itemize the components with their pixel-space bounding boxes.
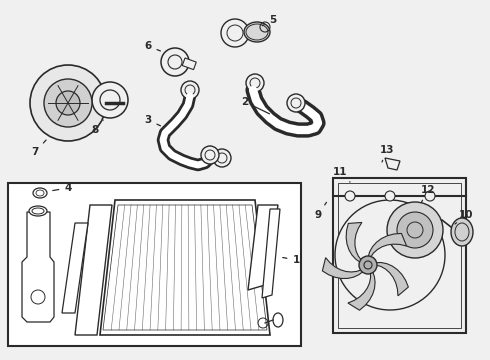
Polygon shape: [322, 258, 363, 279]
Ellipse shape: [33, 188, 47, 198]
Polygon shape: [368, 233, 407, 257]
Polygon shape: [262, 209, 280, 298]
Circle shape: [246, 74, 264, 92]
Bar: [333, 178, 466, 333]
Text: 2: 2: [242, 97, 270, 114]
Polygon shape: [248, 205, 278, 290]
Circle shape: [335, 200, 445, 310]
Circle shape: [345, 191, 355, 201]
Circle shape: [161, 48, 189, 76]
Ellipse shape: [451, 218, 473, 246]
Polygon shape: [22, 212, 54, 322]
Circle shape: [425, 191, 435, 201]
Circle shape: [181, 81, 199, 99]
Polygon shape: [346, 222, 362, 262]
Text: 5: 5: [263, 15, 277, 26]
Polygon shape: [103, 205, 267, 330]
Polygon shape: [376, 262, 408, 296]
Bar: [182, 58, 196, 69]
Bar: [8, 183, 301, 346]
Text: 10: 10: [455, 210, 473, 224]
Ellipse shape: [29, 206, 47, 216]
Circle shape: [44, 79, 92, 127]
Circle shape: [30, 65, 106, 141]
Text: 9: 9: [315, 202, 326, 220]
Text: 6: 6: [145, 41, 160, 51]
Circle shape: [397, 212, 433, 248]
Polygon shape: [385, 158, 400, 170]
Circle shape: [56, 91, 80, 115]
Circle shape: [92, 82, 128, 118]
Text: 4: 4: [53, 183, 72, 193]
Text: 3: 3: [145, 115, 161, 126]
Text: 1: 1: [283, 255, 299, 265]
Text: 13: 13: [380, 145, 394, 162]
Polygon shape: [75, 205, 112, 335]
Circle shape: [387, 202, 443, 258]
Ellipse shape: [244, 22, 270, 42]
Polygon shape: [62, 223, 88, 313]
Circle shape: [221, 19, 249, 47]
Circle shape: [201, 146, 219, 164]
Text: 7: 7: [31, 140, 46, 157]
Polygon shape: [348, 271, 375, 310]
Polygon shape: [100, 200, 270, 335]
Circle shape: [385, 191, 395, 201]
Text: 12: 12: [421, 185, 435, 203]
Circle shape: [359, 256, 377, 274]
Ellipse shape: [273, 313, 283, 327]
Circle shape: [213, 149, 231, 167]
Text: 11: 11: [333, 167, 350, 182]
Circle shape: [287, 94, 305, 112]
Bar: [338, 183, 461, 328]
Text: 8: 8: [91, 120, 103, 135]
